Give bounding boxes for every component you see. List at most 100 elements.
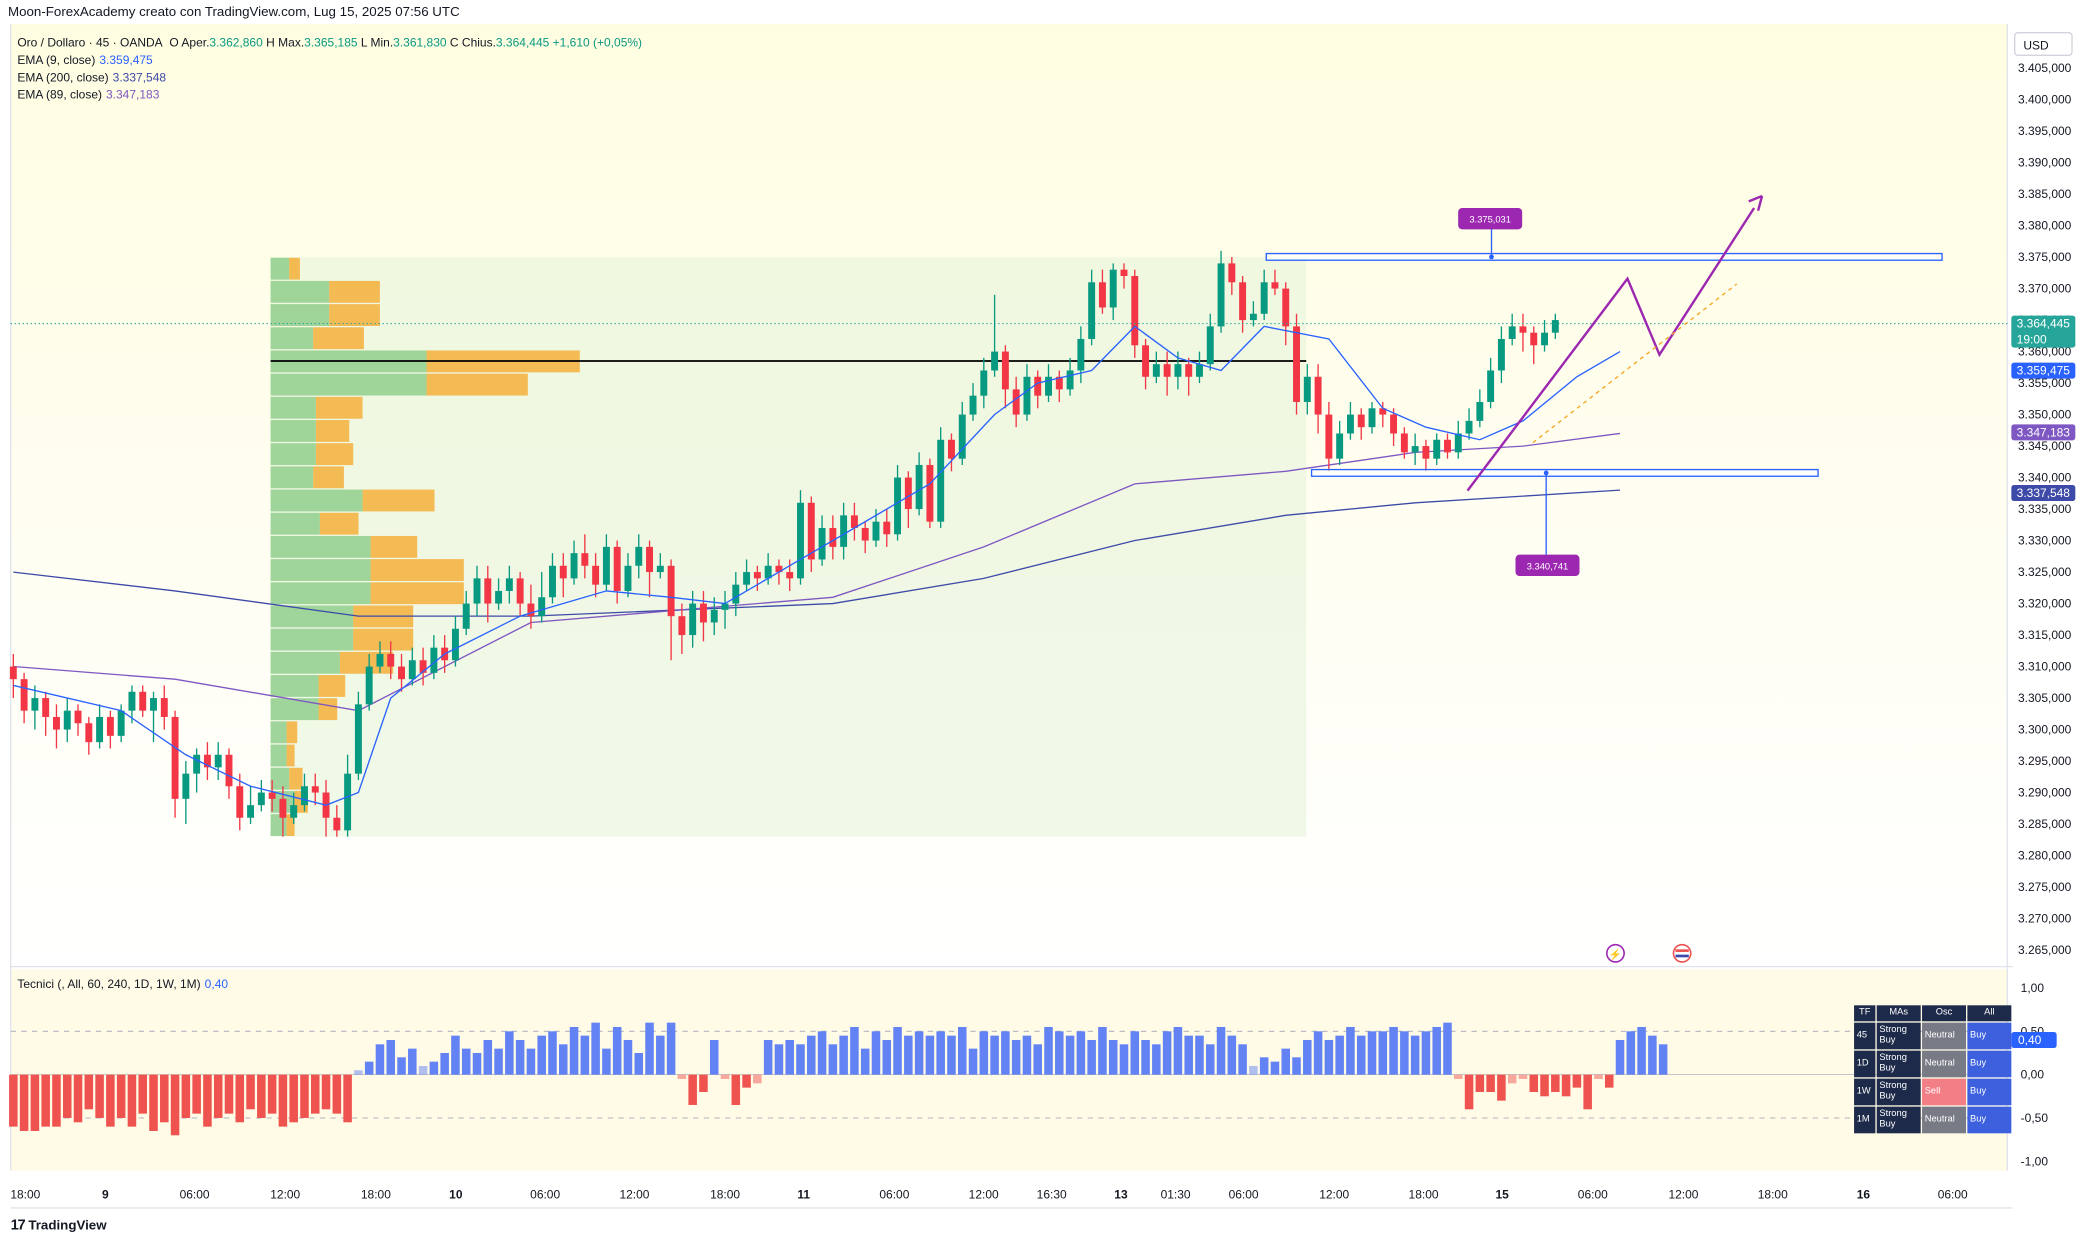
- oscillator-bar: [1410, 1035, 1420, 1075]
- oscillator-bar: [1551, 1074, 1560, 1092]
- volume-profile-sell-bar: [289, 257, 300, 280]
- us-flag-stripe: [1675, 949, 1689, 952]
- volume-profile-buy-bar: [270, 721, 287, 744]
- currency-selector[interactable]: USD: [2014, 31, 2073, 56]
- price-tick-label: 3.325,000: [2018, 565, 2072, 579]
- oscillator-bar: [1507, 1074, 1517, 1084]
- candle-body: [1551, 320, 1559, 333]
- candle-body: [333, 817, 341, 831]
- volume-profile-buy-bar: [270, 651, 340, 674]
- oscillator-bar: [1497, 1074, 1506, 1101]
- oscillator-bar: [343, 1074, 352, 1123]
- candle-body: [1282, 288, 1290, 327]
- oscillator-bar: [483, 1039, 493, 1075]
- oscillator-legend[interactable]: Tecnici (, All, 60, 240, 1D, 1W, 1M) 0,40: [17, 977, 228, 990]
- legend-ema200[interactable]: EMA (200, close) 3.337,548: [17, 71, 166, 84]
- oscillator-bar: [785, 1039, 794, 1075]
- candle-body: [1131, 275, 1139, 346]
- oscillator-bar: [73, 1074, 83, 1123]
- legend-ema9[interactable]: EMA (9, close) 3.359,475: [17, 53, 152, 66]
- time-axis-label: 13: [1114, 1188, 1128, 1202]
- change-value: +1,610 (+0,05%): [552, 35, 643, 50]
- candle-body: [980, 370, 988, 396]
- candle-body: [516, 578, 524, 604]
- oscillator-bar: [1044, 1026, 1053, 1075]
- oscillator-bar: [656, 1035, 665, 1075]
- oscillator-bar: [354, 1070, 363, 1075]
- header-osc: Osc: [1922, 1005, 1967, 1022]
- resistance-price-label-bg: [1458, 207, 1523, 230]
- candle-body: [150, 698, 157, 711]
- volume-profile-sell-bar: [370, 559, 464, 581]
- oscillator-bar: [127, 1074, 137, 1127]
- row-mas: Strong Buy: [1876, 1106, 1921, 1134]
- volume-profile-sell-bar: [313, 327, 364, 350]
- candle-body: [786, 572, 794, 579]
- oscillator-bar: [1313, 1031, 1323, 1075]
- candle-body: [1152, 364, 1160, 377]
- price-tick-label: 3.340,000: [2018, 471, 2072, 485]
- oscillator-bar: [623, 1039, 633, 1075]
- candle-body: [1357, 414, 1365, 428]
- close-label: C: [449, 35, 459, 50]
- candle-body: [1142, 345, 1150, 377]
- row-osc: Neutral: [1922, 1106, 1967, 1134]
- lightning-glyph: ⚡: [1609, 948, 1622, 961]
- price-tick-label: 3.395,000: [2018, 124, 2072, 138]
- row-tf: 1D: [1854, 1050, 1876, 1078]
- volume-profile-buy-bar: [270, 582, 371, 605]
- us-flag-icon: [1672, 943, 1692, 963]
- price-tick-label: 3.265,000: [2018, 943, 2072, 957]
- candle-body: [1454, 433, 1462, 453]
- candle-body: [473, 578, 481, 604]
- oscillator-bar: [1324, 1039, 1334, 1075]
- candle-body: [937, 439, 945, 522]
- row-tf: 45: [1854, 1022, 1876, 1050]
- candle-body: [602, 546, 610, 585]
- legend-ema89-label: EMA (89, close): [17, 87, 103, 102]
- oscillator-bar: [1184, 1035, 1193, 1075]
- candle-body: [624, 565, 632, 591]
- oscillator-bar: [213, 1074, 223, 1118]
- candle-body: [311, 786, 319, 793]
- candle-body: [1217, 263, 1225, 327]
- candle-body: [182, 773, 190, 799]
- oscillator-bar: [1346, 1026, 1355, 1075]
- row-mas: Strong Buy: [1876, 1050, 1921, 1078]
- legend-ema89[interactable]: EMA (89, close) 3.347,183: [17, 88, 159, 101]
- low-label: L: [360, 35, 368, 50]
- oscillator-value: 0,40: [204, 977, 229, 991]
- candle-body: [193, 754, 201, 774]
- oscillator-bar: [731, 1074, 741, 1105]
- low-text: Min.: [370, 35, 394, 50]
- volume-profile-sell-bar: [370, 535, 418, 558]
- ema200-price-tag: 3.337,548: [2017, 486, 2071, 500]
- time-axis-label: 12:00: [1319, 1188, 1349, 1202]
- candle-body: [947, 439, 955, 459]
- row-all: Buy: [1967, 1050, 2012, 1078]
- tradingview-logo[interactable]: 17 TradingView: [11, 1217, 107, 1233]
- price-tick-label: 3.285,000: [2018, 817, 2072, 831]
- tradingview-mark-icon: 17: [10, 1217, 26, 1234]
- candle-body: [840, 515, 848, 547]
- ema9-price-tag-bg: [2011, 362, 2076, 379]
- oscillator-tick-label: 1,00: [2021, 981, 2045, 995]
- last-price-tag-countdown: 19:00: [2017, 333, 2047, 347]
- volume-profile-sell-bar: [289, 767, 303, 790]
- time-axis-label: 16:30: [1037, 1188, 1067, 1202]
- oscillator-tick-label: -1,00: [2021, 1154, 2049, 1168]
- oscillator-bar: [591, 1022, 600, 1075]
- time-axis-label: 18:00: [361, 1188, 391, 1202]
- resistance-anchor: [1489, 254, 1494, 260]
- row-tf: 1W: [1854, 1078, 1876, 1106]
- resistance-price-label: 3.375,031: [1469, 215, 1510, 225]
- price-tick-label: 3.360,000: [2018, 345, 2072, 359]
- oscillator-bar: [936, 1031, 945, 1075]
- symbol-name[interactable]: Oro / Dollaro · 45 · OANDA: [17, 35, 163, 50]
- candle-body: [1185, 364, 1193, 377]
- candle-body: [797, 502, 804, 579]
- volume-profile-buy-bar: [270, 489, 363, 512]
- oscillator-bar: [1033, 1044, 1042, 1075]
- ema89-price-tag-bg: [2011, 424, 2076, 441]
